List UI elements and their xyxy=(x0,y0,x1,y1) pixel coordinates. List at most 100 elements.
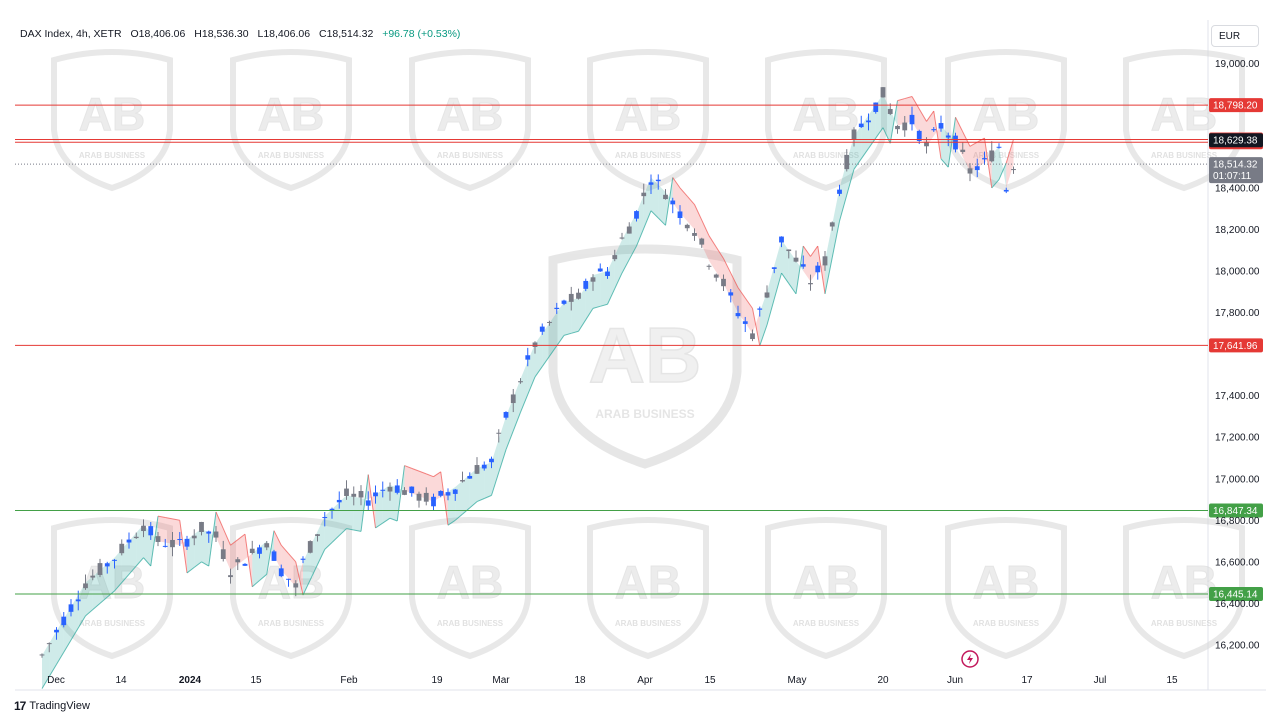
cloud-segment xyxy=(252,547,260,587)
trend-band-segment xyxy=(534,366,543,378)
trend-band-segment xyxy=(498,449,507,473)
candle xyxy=(416,491,422,508)
trend-band-segment xyxy=(614,272,623,289)
candle xyxy=(779,236,784,248)
watermark-center-brand: ARAB BUSINESS xyxy=(595,407,694,421)
candle xyxy=(844,149,850,172)
chart-header: DAX Index, 4h, XETR O18,406.06 H18,536.3… xyxy=(20,28,466,40)
candle xyxy=(800,255,806,269)
candle xyxy=(329,507,335,519)
candle xyxy=(648,174,654,195)
trend-band-segment xyxy=(556,335,565,347)
tradingview-logo-icon[interactable]: 17 xyxy=(14,699,26,713)
watermark-shield-icon: AB ARAB BUSINESS xyxy=(230,49,352,192)
trend-band-segment xyxy=(904,96,913,100)
level-label-bg xyxy=(1209,98,1263,113)
cloud-segment xyxy=(730,273,738,313)
candle xyxy=(336,491,342,509)
cloud-segment xyxy=(767,265,775,326)
trend-band-segment xyxy=(367,474,376,528)
trend-band-segment xyxy=(128,565,137,575)
trend-band-segment xyxy=(186,566,195,574)
candle xyxy=(641,183,647,205)
trend-band-segment xyxy=(404,465,412,469)
trend-band-segment xyxy=(99,596,108,604)
watermark-shield-icon: AB ARAB BUSINESS xyxy=(765,517,887,660)
candle xyxy=(184,535,190,550)
cloud-segment xyxy=(375,489,383,528)
cloud-segment xyxy=(448,487,456,526)
trend-band-segment xyxy=(143,557,152,567)
trend-band-segment xyxy=(418,470,427,475)
candle xyxy=(866,113,871,131)
watermark-shield-icon: AB ARAB BUSINESS xyxy=(587,49,709,192)
trend-band-segment xyxy=(781,272,790,284)
cloud-segment xyxy=(477,465,485,502)
cloud-segment xyxy=(237,534,245,565)
trend-band-segment xyxy=(150,516,159,567)
cloud-segment xyxy=(223,528,231,571)
cloud-segment xyxy=(593,273,601,309)
symbol-label[interactable]: DAX Index, 4h, XETR xyxy=(20,28,122,40)
trend-band-segment xyxy=(578,319,587,332)
cloud-segment xyxy=(745,298,753,334)
trend-band-segment xyxy=(918,108,927,122)
trend-band-segment xyxy=(222,528,231,546)
level-label: 17,641.96 xyxy=(1213,341,1258,352)
trend-band-segment xyxy=(389,517,398,522)
cloud-segment xyxy=(687,196,695,230)
x-tick-label: 20 xyxy=(877,675,889,686)
y-axis[interactable]: 19,000.00 18,400.00 18,200.00 18,000.00 17,8… xyxy=(1209,59,1263,652)
cloud-segment xyxy=(390,484,398,521)
lightning-icon[interactable] xyxy=(961,650,979,668)
x-tick-label: Mar xyxy=(492,675,510,686)
trend-band-segment xyxy=(77,615,86,629)
trend-band-segment xyxy=(657,217,666,226)
trend-band-segment xyxy=(831,221,840,258)
trend-band-segment xyxy=(643,210,652,229)
candle xyxy=(974,158,980,178)
trend-band-segment xyxy=(737,287,746,299)
x-tick-label: Dec xyxy=(47,675,65,686)
cloud-segment xyxy=(165,517,173,544)
candle xyxy=(394,479,400,495)
trend-band-segment xyxy=(396,465,405,522)
candle xyxy=(351,486,357,506)
cloud-segment xyxy=(535,333,543,377)
candle xyxy=(119,539,125,556)
trend-band-segment xyxy=(846,169,855,196)
candle xyxy=(300,556,306,564)
currency-button[interactable]: EUR xyxy=(1211,25,1259,47)
y-tick-label: 16,600.00 xyxy=(1215,557,1260,568)
trend-band-segment xyxy=(520,394,529,413)
candle xyxy=(960,142,966,154)
candle xyxy=(590,274,596,291)
cloud-segment xyxy=(419,471,427,499)
y-tick-label: 17,400.00 xyxy=(1215,391,1260,402)
trend-band-segment xyxy=(41,676,50,689)
cloud-segment xyxy=(600,271,608,307)
level-label-bg xyxy=(1209,338,1263,353)
candle xyxy=(402,487,407,496)
trend-band-segment xyxy=(85,609,94,617)
candle xyxy=(503,411,509,420)
trend-band-segment xyxy=(309,564,318,581)
cloud-segment xyxy=(462,474,470,515)
cloud-segment xyxy=(701,220,709,261)
cloud-segment xyxy=(346,495,354,530)
watermark-brand: ARAB BUSINESS xyxy=(973,619,1040,628)
tradingview-brand[interactable]: TradingView xyxy=(29,700,90,712)
watermark-shield-icon: AB ARAB BUSINESS xyxy=(765,49,887,192)
trend-band-segment xyxy=(788,283,797,295)
cloud-segment xyxy=(107,557,115,598)
trend-band-segment xyxy=(701,219,710,236)
candle xyxy=(815,262,821,280)
cloud-segment xyxy=(404,465,412,494)
trend-band-segment xyxy=(317,549,326,565)
x-tick-label: 2024 xyxy=(179,675,202,686)
trend-band-segment xyxy=(541,355,550,367)
candle xyxy=(104,561,110,574)
x-axis[interactable]: Dec 14 2024 15 Feb 19 Mar 18 Apr 15 May 20 Jun 17 Jul 1… xyxy=(47,675,1178,686)
trend-band-segment xyxy=(469,501,478,509)
